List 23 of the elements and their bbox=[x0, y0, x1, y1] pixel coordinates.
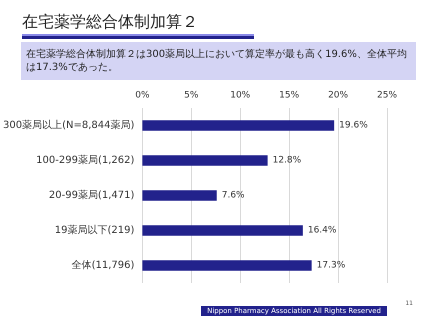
bar bbox=[142, 120, 334, 131]
x-tick-label: 5% bbox=[184, 90, 199, 100]
data-label: 12.8% bbox=[272, 156, 302, 166]
data-label: 16.4% bbox=[308, 226, 337, 236]
y-tick-label: 20-99薬局(1,471) bbox=[48, 189, 134, 201]
x-tick-label: 10% bbox=[230, 90, 251, 100]
data-label: 17.3% bbox=[316, 260, 346, 270]
y-tick-label: 300薬局以上(N=8,844薬局) bbox=[2, 119, 134, 131]
bar bbox=[142, 260, 312, 271]
x-tick-label: 20% bbox=[328, 90, 349, 100]
x-tick-label: 25% bbox=[376, 90, 398, 100]
chart-subtitle: 在宅薬学総合体制加算２は300薬局以上において算定率が最も高く19.6%、全体平均は17.3%であった。 bbox=[21, 42, 416, 80]
chart-title: 在宅薬学総合体制加算２ bbox=[22, 12, 198, 33]
x-tick-label: 15% bbox=[279, 90, 300, 100]
data-label: 7.6% bbox=[222, 190, 246, 200]
y-tick-label: 全体(11,796) bbox=[72, 259, 134, 271]
y-tick-label: 19薬局以下(219) bbox=[54, 224, 134, 236]
bar bbox=[142, 190, 217, 201]
x-tick-label: 0% bbox=[135, 90, 150, 100]
bar bbox=[142, 155, 268, 166]
data-label: 19.6% bbox=[339, 120, 368, 130]
y-tick-label: 100-299薬局(1,262) bbox=[36, 154, 134, 166]
bar bbox=[142, 225, 303, 236]
